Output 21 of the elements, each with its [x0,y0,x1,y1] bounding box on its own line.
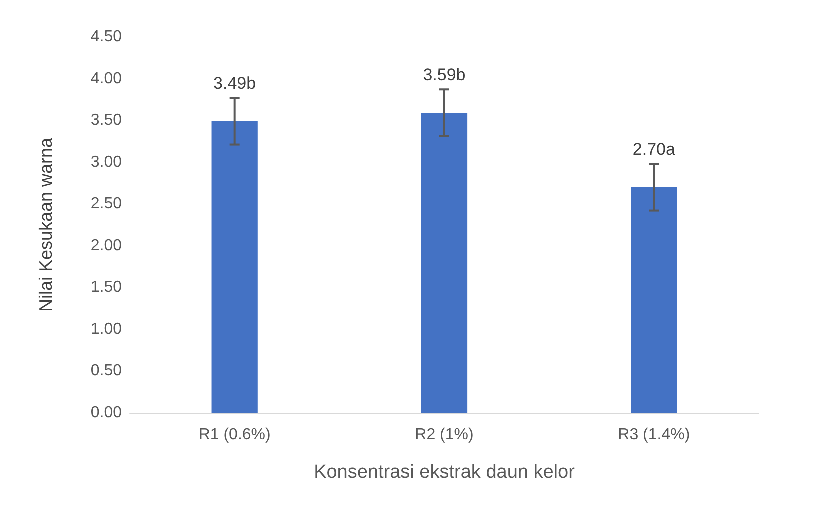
data-label: 3.59b [423,66,466,85]
y-tick-label: 4.00 [90,70,122,88]
y-tick-label: 3.50 [90,112,122,130]
y-tick-label: 3.00 [90,154,122,171]
bar [421,113,468,413]
y-tick-label: 4.50 [90,28,122,46]
y-axis-title: Nilai Kesukaan warna [36,136,56,312]
data-label: 2.70a [632,140,676,160]
x-tick-label: R1 (0.6%) [198,426,271,444]
bar [212,121,258,413]
x-axis-title: Konsentrasi ekstrak daun kelor [314,462,576,483]
bar [631,187,678,413]
x-tick-label: R2 (1%) [415,426,474,444]
y-tick-label: 0.50 [90,362,122,380]
data-label: 3.49b [214,74,256,93]
y-tick-label: 2.00 [90,237,122,254]
y-tick-label: 1.00 [90,320,122,338]
y-tick-label: 0.00 [90,404,122,422]
y-tick-label: 1.50 [90,279,122,296]
x-tick-label: R3 (1.4%) [618,426,690,444]
y-tick-label: 2.50 [90,196,122,213]
